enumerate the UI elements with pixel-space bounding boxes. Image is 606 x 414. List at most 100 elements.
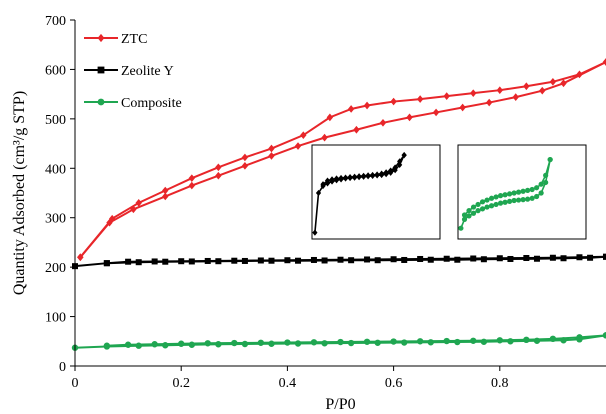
inset-data-point bbox=[497, 200, 504, 206]
inset-data-point bbox=[475, 201, 481, 208]
data-point bbox=[310, 256, 317, 263]
inset-data-point bbox=[470, 210, 477, 216]
inset-data-point bbox=[529, 195, 535, 201]
inset-data-point bbox=[342, 174, 349, 181]
legend-label: Composite bbox=[121, 96, 182, 111]
data-point bbox=[215, 171, 222, 180]
inset-data-point bbox=[511, 197, 517, 204]
desorption-line bbox=[106, 334, 606, 347]
data-point bbox=[576, 254, 583, 261]
inset-data-point bbox=[516, 197, 522, 203]
data-point bbox=[326, 113, 334, 122]
inset-data-point bbox=[493, 194, 499, 200]
inset-data-point bbox=[458, 225, 464, 231]
inset-data-point bbox=[520, 188, 526, 194]
legend-item-composite: Composite bbox=[84, 96, 182, 111]
data-point bbox=[124, 341, 132, 348]
inset-data-point bbox=[502, 192, 508, 198]
data-point bbox=[300, 131, 307, 140]
data-point bbox=[576, 334, 583, 341]
data-point bbox=[416, 338, 424, 345]
adsorption-line bbox=[79, 61, 606, 258]
y-tick-label: 300 bbox=[45, 212, 66, 227]
inset-data-point bbox=[479, 199, 486, 205]
data-point bbox=[151, 341, 158, 348]
inset-data-point bbox=[401, 152, 407, 159]
data-point bbox=[257, 339, 265, 346]
inset-data-point bbox=[365, 172, 371, 179]
data-point bbox=[496, 86, 503, 95]
inset-data-point bbox=[466, 208, 472, 214]
inset-data-point bbox=[484, 204, 490, 210]
inset-data-point bbox=[351, 173, 358, 180]
data-point bbox=[130, 205, 137, 214]
legend-item-ztc: ZTC bbox=[84, 32, 147, 47]
data-point bbox=[416, 95, 424, 103]
data-point bbox=[454, 256, 461, 263]
inset-data-point bbox=[534, 185, 540, 191]
inset-data-point bbox=[338, 174, 344, 182]
inset-data-point bbox=[484, 197, 490, 203]
data-point bbox=[364, 256, 371, 263]
inset-data-point bbox=[333, 175, 340, 182]
data-point bbox=[135, 199, 142, 207]
data-point bbox=[294, 142, 302, 150]
data-point bbox=[337, 256, 344, 263]
data-point bbox=[268, 152, 275, 160]
inset-data-point bbox=[392, 164, 398, 171]
inset-data-point bbox=[506, 198, 513, 204]
data-point bbox=[363, 101, 371, 110]
data-point bbox=[523, 254, 530, 261]
data-point bbox=[390, 338, 397, 345]
y-tick-label: 200 bbox=[45, 261, 66, 276]
inset-data-point bbox=[312, 229, 318, 236]
data-point bbox=[507, 338, 514, 345]
x-tick-label: 0 bbox=[72, 376, 79, 391]
inset-data-point bbox=[470, 204, 477, 210]
inset-data-point bbox=[493, 201, 499, 208]
data-point bbox=[427, 339, 434, 346]
data-point bbox=[125, 258, 132, 265]
data-point bbox=[602, 332, 606, 339]
data-point bbox=[178, 258, 185, 265]
y-tick-label: 0 bbox=[59, 360, 66, 375]
data-point bbox=[231, 339, 238, 347]
data-point bbox=[549, 77, 557, 86]
data-point bbox=[353, 125, 360, 134]
data-point bbox=[390, 256, 397, 263]
data-point bbox=[576, 70, 583, 79]
data-point bbox=[151, 258, 158, 265]
data-point bbox=[178, 340, 185, 347]
inset-frame bbox=[311, 144, 441, 240]
data-point bbox=[321, 340, 328, 347]
data-point bbox=[188, 341, 196, 348]
y-ticks: 0 100 200 300 400 500 600 700 bbox=[45, 14, 75, 375]
inset-data-point bbox=[315, 189, 322, 197]
axes-layer: 0 0.2 0.4 0.6 0.8 0 100 200 300 400 500 600 700 P/P… bbox=[11, 14, 606, 413]
data-point bbox=[406, 113, 413, 122]
inset-data-point bbox=[525, 196, 531, 202]
y-tick-label: 500 bbox=[45, 113, 66, 128]
data-point bbox=[443, 337, 450, 345]
data-point bbox=[512, 93, 519, 101]
data-point bbox=[257, 257, 264, 264]
data-point bbox=[204, 340, 211, 347]
y-tick-label: 100 bbox=[45, 311, 66, 326]
series-zeolite-y bbox=[72, 253, 606, 270]
data-point bbox=[108, 214, 116, 223]
series-ztc bbox=[77, 58, 606, 262]
inset-zeolite-y bbox=[311, 144, 441, 240]
legend-label: Zeolite Y bbox=[121, 64, 174, 79]
inset-data-point bbox=[320, 181, 326, 188]
data-point bbox=[470, 255, 477, 262]
data-point bbox=[539, 86, 546, 95]
x-axis-label: P/P0 bbox=[325, 396, 355, 413]
inset-data-point bbox=[511, 190, 517, 196]
inset-data-point bbox=[388, 167, 394, 174]
data-point bbox=[496, 337, 503, 344]
inset-data-point bbox=[543, 172, 549, 178]
inset-data-point bbox=[475, 208, 481, 214]
inset-data-point bbox=[488, 203, 495, 209]
data-point bbox=[188, 181, 196, 190]
inset-data-point bbox=[397, 161, 403, 168]
